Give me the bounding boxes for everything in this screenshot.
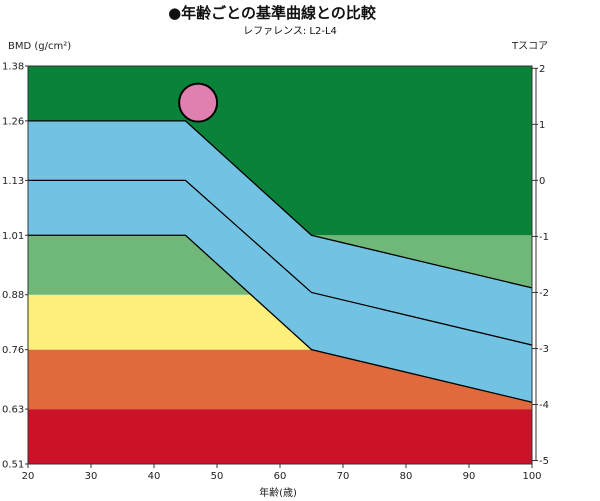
y2-axis-title: Tスコア: [511, 41, 548, 52]
x-tick-label: 40: [148, 471, 161, 482]
y2-tick-label: 1: [539, 120, 545, 131]
chart-subtitle: レファレンス: L2-L4: [243, 26, 337, 37]
y2-tick-label: -5: [539, 456, 549, 467]
reference-line-upper: [28, 120, 533, 289]
x-tick-label: 20: [22, 471, 35, 482]
x-tick-label: 50: [211, 471, 224, 482]
y-tick-label: 1.01: [2, 231, 24, 242]
y2-tick-label: -2: [539, 288, 549, 299]
y-axis-title: BMD (g/cm²): [8, 41, 71, 52]
x-tick-label: 100: [522, 471, 541, 482]
reference-line-lower: [28, 234, 533, 403]
chart-title: ●年齢ごとの基準曲線との比較: [168, 4, 376, 22]
x-axis-title: 年齢(歳): [259, 486, 297, 499]
y2-tick-label: 2: [539, 64, 545, 75]
band-blue-reference: [28, 120, 532, 403]
reference-line-mean: [28, 179, 533, 346]
x-tick-label: 30: [85, 471, 98, 482]
y-tick-label: 0.88: [2, 290, 24, 301]
y2-tick-label: -4: [539, 400, 549, 411]
y2-tick-label: -3: [539, 344, 549, 355]
y2-tick-label: -1: [539, 232, 549, 243]
y-tick-label: 1.38: [2, 62, 24, 73]
y-tick-label: 1.13: [2, 176, 24, 187]
y2-tick-label: 0: [539, 176, 545, 187]
x-tick-label: 90: [463, 471, 476, 482]
y-tick-label: 0.63: [2, 405, 24, 416]
band-red: [28, 409, 532, 464]
x-tick-label: 70: [337, 471, 350, 482]
patient-measurement-point: [178, 82, 219, 123]
x-tick-label: 60: [274, 471, 287, 482]
y-tick-label: 0.76: [2, 345, 24, 356]
y-tick-label: 1.26: [2, 116, 24, 127]
y-tick-label: 0.51: [2, 460, 24, 471]
x-tick-label: 80: [400, 471, 413, 482]
